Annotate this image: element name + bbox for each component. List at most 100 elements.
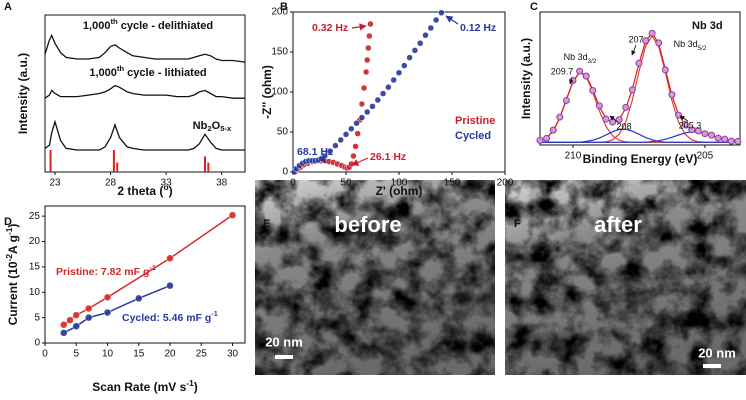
y-axis-label: Intensity (a.u.) <box>16 53 30 134</box>
y-axis-label: Intensity (a.u.) <box>519 38 533 119</box>
chart-title: Nb 3d <box>692 20 723 32</box>
legend-label: Pristine <box>455 115 495 127</box>
x-tick-label: 15 <box>133 349 145 360</box>
text-part: th <box>117 64 125 73</box>
data-point <box>385 83 392 91</box>
scale-bar <box>703 364 721 368</box>
data-point <box>135 294 143 303</box>
data-point <box>635 59 643 67</box>
annotation: 209.7 <box>551 66 574 76</box>
series-label: Cycled: 5.46 mF g-1 <box>122 309 218 324</box>
data-point <box>166 281 174 290</box>
text-part: -2 <box>4 254 14 262</box>
image-texture <box>505 180 746 375</box>
image-caption: after <box>594 212 642 237</box>
data-point <box>85 304 93 313</box>
x-tick-label: 5 <box>73 349 79 360</box>
x-tick-label: 10 <box>102 349 114 360</box>
y-tick-label: 10 <box>29 287 41 298</box>
text-part: Current (10 <box>6 261 20 325</box>
x-tick-label: 150 <box>444 178 461 189</box>
data-point <box>681 120 689 128</box>
data-point <box>675 111 683 119</box>
y-axis-label: -Z'' (ohm) <box>260 65 274 119</box>
data-point <box>369 103 376 110</box>
data-point <box>708 131 716 139</box>
x-tick-label: 0 <box>290 178 296 189</box>
data-point <box>360 84 368 92</box>
tem-image-e <box>255 180 495 375</box>
data-point <box>60 320 68 329</box>
series-line <box>44 84 245 99</box>
y-tick-label: 50 <box>277 127 289 138</box>
x-tick-label: 50 <box>340 178 352 189</box>
y-tick-label: 15 <box>29 262 41 273</box>
data-point <box>668 91 676 99</box>
text-part: 1,000 <box>83 20 111 32</box>
scale-bar <box>275 355 293 359</box>
text-part: cycle - lithiated <box>124 67 207 79</box>
text-part: 2 <box>207 124 211 133</box>
x-tick-label: 23 <box>49 178 61 189</box>
annotation-arrow <box>445 15 459 25</box>
annotation-arrow <box>631 44 637 56</box>
text-part: th <box>110 17 118 26</box>
annotation: 207 <box>628 34 643 44</box>
data-point <box>337 136 344 144</box>
data-point <box>60 329 68 337</box>
data-point <box>427 24 435 32</box>
panel-letter: F <box>514 218 521 230</box>
text-part: Nb 3d <box>564 52 588 62</box>
data-point <box>648 29 656 37</box>
text-part: -1 <box>149 263 156 272</box>
plot-frame <box>539 11 741 146</box>
image-texture <box>255 180 495 375</box>
text-part: Pristine: 7.82 mF g <box>56 266 149 278</box>
data-point <box>365 44 372 52</box>
data-point <box>582 72 590 80</box>
text-part: ) <box>6 224 20 228</box>
x-tick-label: 100 <box>391 178 408 189</box>
data-point <box>714 134 722 142</box>
data-point <box>103 293 112 302</box>
data-point <box>363 56 371 64</box>
annotation: 0.12 Hz <box>460 22 496 34</box>
panel-letter: B <box>280 1 288 13</box>
x-axis-label: Scan Rate (mV s-1) <box>92 378 198 394</box>
data-point <box>354 130 361 137</box>
data-point <box>326 147 334 155</box>
data-point <box>379 90 387 97</box>
data-point <box>642 37 650 45</box>
data-point <box>72 311 80 319</box>
annotation: 68.1 Hz <box>297 146 333 158</box>
annotation: 0.32 Hz <box>312 22 348 34</box>
text-part: O <box>212 120 221 132</box>
annotation: 26.1 Hz <box>370 151 406 163</box>
text-part: A g <box>6 235 20 254</box>
text-part: 1,000 <box>89 67 117 79</box>
data-point <box>536 136 544 144</box>
annotation: 205.3 <box>679 120 702 130</box>
data-point <box>374 96 382 104</box>
x-tick-label: 33 <box>161 178 173 189</box>
data-point <box>589 86 597 94</box>
text-part: 5/2 <box>698 45 707 52</box>
scale-bar-label: 20 nm <box>698 345 736 360</box>
text-part: Nb <box>193 120 208 132</box>
data-point <box>661 66 669 74</box>
data-point <box>576 67 584 75</box>
data-point <box>350 152 357 160</box>
data-point <box>694 127 702 135</box>
y-tick-label: 100 <box>271 87 288 98</box>
y-axis-label: Current (10-2A g-1) <box>4 224 20 326</box>
annotation: Nb 3d5/2 <box>674 39 707 51</box>
x-tick-label: 20 <box>164 349 176 360</box>
data-point <box>85 313 93 322</box>
data-point <box>416 39 424 47</box>
x-tick-label: 205 <box>697 151 714 162</box>
annotation-arrow <box>679 115 689 122</box>
data-point <box>543 134 551 142</box>
panel-letter: E <box>263 218 270 230</box>
data-point <box>602 115 610 123</box>
